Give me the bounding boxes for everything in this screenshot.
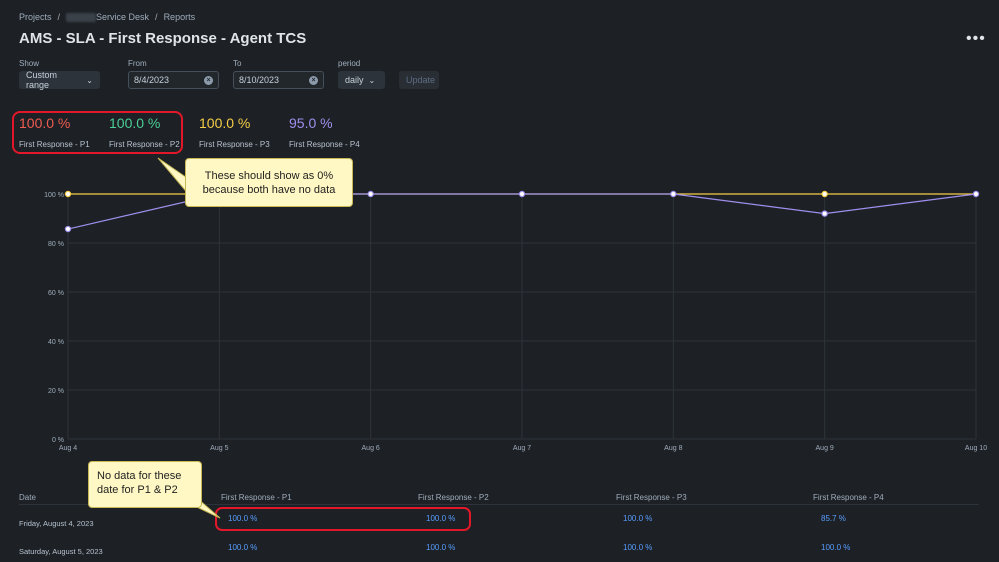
from-date-value: 8/4/2023	[134, 75, 170, 85]
breadcrumb-projects[interactable]: Projects	[19, 12, 52, 22]
table-row-date: Friday, August 4, 2023	[19, 519, 94, 528]
x-tick-label: Aug 6	[362, 445, 380, 452]
stat-p3: 100.0 % First Response - P3	[199, 115, 270, 149]
breadcrumb-separator: /	[57, 12, 61, 22]
table-header-p4: First Response - P4	[813, 493, 884, 502]
stat-p4: 95.0 % First Response - P4	[289, 115, 360, 149]
chevron-down-icon: ⌄	[86, 75, 93, 85]
table-divider	[19, 504, 979, 505]
breadcrumb: Projects / Service Desk / Reports	[19, 12, 195, 22]
clear-icon[interactable]: ×	[204, 75, 213, 85]
y-tick-label: 100 %	[44, 192, 64, 199]
table-header-p3: First Response - P3	[616, 493, 687, 502]
stat-p1-label: First Response - P1	[19, 140, 90, 149]
line-chart: 0 % 20 % 40 % 60 % 80 % 100 % Aug 4 Aug 5 Aug 6 A…	[44, 190, 987, 452]
stat-p1: 100.0 % First Response - P1	[19, 115, 90, 149]
update-button[interactable]: Update	[399, 71, 439, 89]
table-cell-link[interactable]: 100.0 %	[426, 514, 456, 523]
more-actions-button[interactable]: •••	[966, 30, 986, 47]
annotation-callout-bottom: No data for these date for P1 & P2	[88, 461, 202, 508]
stat-p2-value: 100.0 %	[109, 115, 161, 131]
x-tick-label: Aug 9	[816, 445, 834, 452]
x-tick-label: Aug 7	[513, 445, 531, 452]
to-date-input[interactable]: 8/10/2023 ×	[233, 71, 324, 89]
table-header-p2: First Response - P2	[418, 493, 489, 502]
period-select-value: daily	[345, 75, 364, 85]
clear-icon[interactable]: ×	[309, 75, 318, 85]
data-point	[821, 210, 828, 217]
y-tick-label: 0 %	[52, 437, 64, 444]
x-tick-label: Aug 4	[59, 445, 77, 452]
table-header-p1: First Response - P1	[221, 493, 292, 502]
annotation-callout-top: These should show as 0% because both hav…	[185, 158, 353, 207]
table-cell-link[interactable]: 100.0 %	[623, 543, 653, 552]
y-tick-label: 40 %	[48, 339, 64, 346]
data-point	[64, 190, 72, 198]
period-select[interactable]: daily ⌄	[338, 71, 385, 89]
stat-p1-value: 100.0 %	[19, 115, 71, 131]
stat-p4-value: 95.0 %	[289, 115, 333, 131]
data-point	[518, 190, 526, 198]
x-tick-label: Aug 8	[664, 445, 682, 452]
redacted-project-name	[66, 12, 97, 22]
to-label: To	[233, 59, 242, 68]
table-cell-link[interactable]: 100.0 %	[426, 543, 456, 552]
breadcrumb-separator: /	[155, 12, 158, 22]
from-date-input[interactable]: 8/4/2023 ×	[128, 71, 219, 89]
chevron-down-icon: ⌄	[368, 75, 376, 85]
table-cell-link[interactable]: 100.0 %	[821, 543, 851, 552]
x-tick-label: Aug 10	[965, 445, 987, 452]
data-point	[972, 190, 980, 198]
table-cell-link[interactable]: 85.7 %	[821, 514, 846, 523]
stat-p3-label: First Response - P3	[199, 140, 270, 149]
table-header-date: Date	[19, 493, 36, 502]
breadcrumb-service-desk[interactable]: Service Desk	[96, 12, 150, 22]
table-cell-link[interactable]: 100.0 %	[228, 514, 258, 523]
stat-p4-label: First Response - P4	[289, 140, 360, 149]
breadcrumb-reports[interactable]: Reports	[163, 12, 196, 22]
to-date-value: 8/10/2023	[239, 75, 280, 85]
annotation-highlight-stats	[12, 111, 183, 154]
show-select[interactable]: Custom range ⌄	[19, 70, 100, 90]
stat-p2-label: First Response - P2	[109, 140, 180, 149]
stat-p2: 100.0 % First Response - P2	[109, 115, 180, 149]
annotation-highlight-row	[215, 507, 471, 531]
y-tick-label: 80 %	[48, 241, 64, 248]
table-cell-link[interactable]: 100.0 %	[228, 543, 258, 552]
data-point	[367, 190, 374, 198]
show-select-value: Custom range	[26, 70, 58, 90]
y-tick-label: 20 %	[48, 388, 64, 395]
data-point	[670, 190, 677, 198]
from-label: From	[128, 59, 147, 68]
y-tick-label: 60 %	[48, 290, 64, 297]
table-cell-link[interactable]: 100.0 %	[623, 514, 653, 523]
data-point	[821, 190, 828, 198]
show-label: Show	[19, 59, 40, 68]
stat-p3-value: 100.0 %	[199, 115, 251, 131]
page-title: AMS - SLA - First Response - Agent TCS	[19, 30, 307, 47]
period-label: period	[338, 59, 361, 68]
table-row-date: Saturday, August 5, 2023	[19, 547, 103, 556]
x-tick-label: Aug 5	[210, 445, 228, 452]
data-point	[64, 225, 72, 233]
